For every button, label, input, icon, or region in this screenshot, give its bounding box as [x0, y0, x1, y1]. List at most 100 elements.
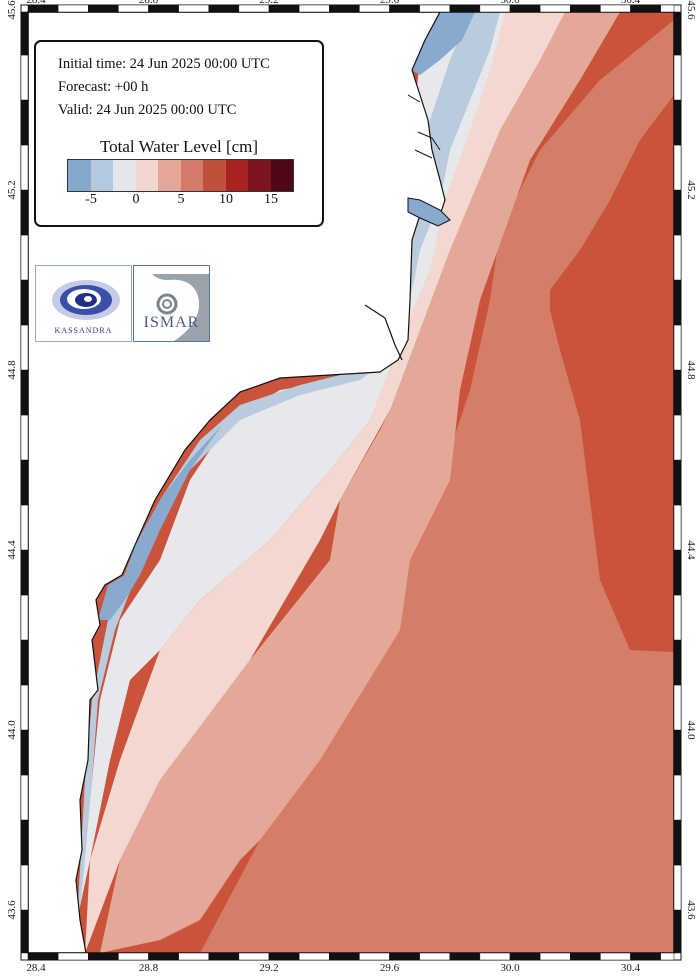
colorbar-swatch: [158, 160, 181, 191]
frame-tick-segment: [449, 952, 481, 961]
tick-label: 28.4: [26, 0, 46, 6]
frame-tick-segment: [238, 4, 270, 13]
frame-tick-segment: [479, 952, 511, 961]
lagoon-line: [364, 304, 403, 361]
frame-tick-segment: [88, 4, 119, 13]
frame-tick-segment: [20, 144, 29, 191]
frame-tick-segment: [673, 144, 682, 191]
frame-tick-segment: [20, 639, 29, 686]
frame-tick-segment: [660, 4, 675, 13]
frame-tick-segment: [630, 4, 661, 13]
frame-tick-segment: [208, 952, 240, 961]
frame-tick-segment: [118, 952, 149, 961]
frame-tick-segment: [20, 279, 29, 326]
frame-tick-segment: [673, 459, 682, 506]
frame-tick-segment: [20, 99, 29, 146]
colorbar-label: 5: [177, 192, 185, 207]
tick-label: 44.0: [6, 720, 18, 740]
lagoon-line: [417, 131, 441, 151]
kassandra-logo-text: KASSANDRA: [54, 326, 113, 335]
frame-tick-segment: [389, 952, 420, 961]
frame-tick-segment: [570, 4, 601, 13]
tick-label: 45.6: [685, 0, 697, 20]
frame-tick-segment: [20, 324, 29, 371]
frame-tick-segment: [673, 369, 682, 416]
bay-patch: [407, 197, 451, 227]
tick-label: 30.0: [500, 962, 520, 974]
colorbar-swatch: [270, 160, 293, 191]
sea-zone-2: [85, 12, 565, 953]
tick-label: 29.2: [259, 0, 278, 6]
tick-label: 30.4: [621, 962, 641, 974]
tick-label: 43.6: [685, 900, 697, 920]
frame-tick-segment: [148, 952, 179, 961]
frame-tick-segment: [570, 952, 601, 961]
land: [28, 12, 446, 953]
tick-label: 44.8: [6, 360, 18, 380]
frame-tick-segment: [673, 774, 682, 821]
frame-tick-segment: [178, 952, 209, 961]
frame-tick-segment: [329, 952, 360, 961]
frame-tick-segment: [20, 864, 29, 911]
frame-tick-segment: [673, 99, 682, 146]
colorbar-swatch: [135, 160, 158, 191]
frame-tick-segment: [673, 864, 682, 911]
tick-label: 43.6: [6, 900, 18, 920]
sea-zone-0: [70, 12, 505, 953]
frame-tick-segment: [20, 459, 29, 506]
tick-label: 30.0: [500, 0, 520, 6]
frame-tick-segment: [20, 729, 29, 776]
frame-tick-segment: [673, 189, 682, 236]
frame-tick-segment: [660, 952, 675, 961]
valid-time-text: Valid: 24 Jun 2025 00:00 UTC: [58, 102, 237, 118]
frame-tick-segment: [673, 504, 682, 551]
frame-tick-segment: [88, 952, 119, 961]
frame-tick-segment: [20, 819, 29, 866]
frame-tick-segment: [673, 729, 682, 776]
tick-label: 45.2: [6, 180, 18, 199]
frame-tick-segment: [20, 11, 29, 56]
frame-tick-segment: [238, 952, 270, 961]
colorbar-swatch: [180, 160, 203, 191]
frame-tick-segment: [118, 4, 149, 13]
tick-label: 44.8: [685, 360, 697, 380]
frame-tick-segment: [539, 4, 571, 13]
frame-tick-segment: [268, 4, 300, 13]
frame-tick-segment: [20, 414, 29, 461]
frame-tick-segment: [20, 909, 29, 954]
colorbar-label: -5: [85, 192, 97, 207]
sea-zone-5: [100, 12, 620, 953]
lagoon-line: [407, 94, 421, 103]
tick-label: 28.4: [26, 962, 46, 974]
tick-label: 44.0: [685, 720, 697, 740]
frame-tick-segment: [359, 4, 390, 13]
frame-tick-segment: [329, 4, 360, 13]
frame-tick-segment: [20, 774, 29, 821]
frame-tick-segment: [630, 952, 661, 961]
tick-label: 29.2: [259, 962, 278, 974]
initial-time-text: Initial time: 24 Jun 2025 00:00 UTC: [58, 56, 270, 72]
frame-tick-segment: [178, 4, 209, 13]
forecast-text: Forecast: +00 h: [58, 79, 149, 95]
frame-tick-segment: [673, 414, 682, 461]
frame-tick-segment: [673, 639, 682, 686]
sea-zone-neg5b: [412, 12, 475, 75]
legend-title: Total Water Level [cm]: [99, 137, 259, 156]
frame-tick-segment: [268, 952, 300, 961]
frame-tick-segment: [20, 504, 29, 551]
tick-label: 28.8: [139, 962, 159, 974]
colorbar-swatch: [248, 160, 271, 191]
info-legend-box: Initial time: 24 Jun 2025 00:00 UTC Fore…: [34, 40, 324, 227]
frame-tick-segment: [27, 952, 59, 961]
frame-tick-segment: [359, 952, 390, 961]
frame-tick-segment: [298, 4, 330, 13]
frame-tick-segment: [600, 952, 631, 961]
frame-tick-segment: [479, 4, 511, 13]
kassandra-swirl-icon: [52, 280, 120, 320]
frame-tick-segment: [20, 549, 29, 596]
frame-tick-segment: [57, 4, 89, 13]
frame-tick-segment: [208, 4, 240, 13]
frame-tick-segment: [509, 4, 541, 13]
frame-tick-segment: [600, 4, 631, 13]
frame-tick-segment: [673, 279, 682, 326]
